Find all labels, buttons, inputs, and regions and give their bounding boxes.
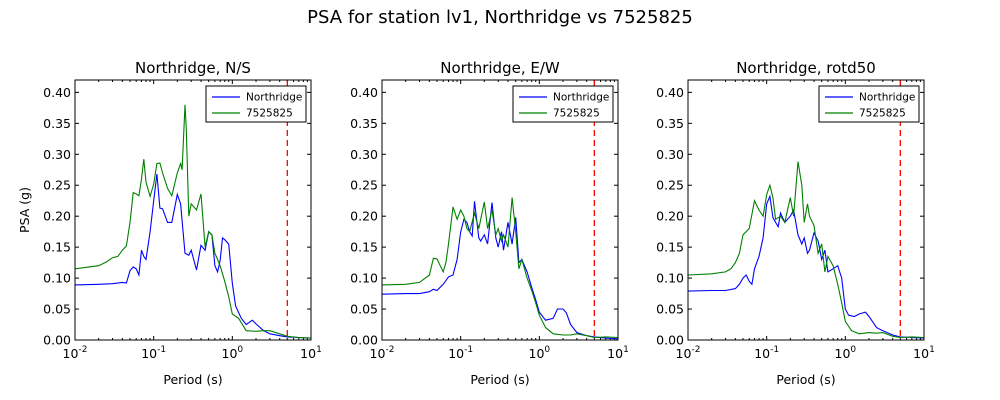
subplots: Northridge, N/S 0.00 0.05 0.10 0.15 0.20 0.25 0… <box>17 59 935 387</box>
y-tick-label: 0.20 <box>656 209 684 224</box>
x-tick-label: 101 <box>607 345 629 361</box>
y-tick-label: 0.35 <box>350 116 378 131</box>
x-tick-label: 101 <box>913 345 935 361</box>
x-tick-base: 10 <box>370 346 386 361</box>
axes-frame <box>687 79 925 341</box>
x-tick-label: 100 <box>222 345 244 361</box>
y-tick-label: 0.40 <box>350 85 378 100</box>
x-tick-exponent: -1 <box>770 345 779 355</box>
legend-label: Northridge <box>246 92 302 104</box>
y-tick-label: 0.05 <box>656 302 684 317</box>
y-tick-label: 0.35 <box>43 116 71 131</box>
x-tick-base: 10 <box>913 346 929 361</box>
y-tick-label: 0.25 <box>656 178 684 193</box>
figure-title: PSA for station lv1, Northridge vs 75258… <box>307 7 693 28</box>
x-tick-exponent: 1 <box>316 345 322 355</box>
x-tick-label: 100 <box>529 345 551 361</box>
y-tick-label: 0.15 <box>350 240 378 255</box>
subplot-2: Northridge, E/W 0.00 0.05 0.10 0.15 0.20 0.25 0… <box>350 59 629 387</box>
y-tick-label: 0.20 <box>350 209 378 224</box>
y-tick-label: 0.15 <box>656 240 684 255</box>
y-tick-label: 0.05 <box>350 302 378 317</box>
y-tick-label: 0.00 <box>43 333 71 348</box>
x-tick-base: 10 <box>676 346 692 361</box>
plot-area <box>382 80 618 340</box>
y-tick-label: 0.30 <box>350 147 378 162</box>
axes-frame <box>74 79 312 341</box>
legend-label: Northridge <box>859 92 915 104</box>
x-tick-base: 10 <box>63 346 79 361</box>
x-tick-exponent: -2 <box>78 345 87 355</box>
x-tick-base: 10 <box>222 346 238 361</box>
x-tick-exponent: 0 <box>850 345 856 355</box>
legend: Northridge 7525825 <box>205 85 307 123</box>
y-tick-label: 0.40 <box>656 85 684 100</box>
y-tick-label: 0.05 <box>43 302 71 317</box>
y-tick-label: 0.35 <box>656 116 684 131</box>
x-tick-base: 10 <box>529 346 545 361</box>
x-tick-label: 10-2 <box>676 345 701 361</box>
x-tick-base: 10 <box>141 346 157 361</box>
x-tick-label: 10-1 <box>448 345 473 361</box>
y-tick-label: 0.30 <box>656 147 684 162</box>
x-tick-label: 10-1 <box>754 345 779 361</box>
x-tick-base: 10 <box>448 346 464 361</box>
x-tick-base: 10 <box>607 346 623 361</box>
series-line-northridge <box>75 174 311 339</box>
series-line-7525825 <box>75 104 311 339</box>
subplot-title: Northridge, rotd50 <box>736 59 876 77</box>
y-tick-label: 0.10 <box>656 271 684 286</box>
series-line-7525825 <box>382 197 618 339</box>
subplot-3: Northridge, rotd50 0.00 0.05 0.10 0.15 0.20 0.… <box>656 59 935 387</box>
x-tick-exponent: 1 <box>623 345 629 355</box>
x-tick-base: 10 <box>835 346 851 361</box>
series-line-northridge <box>382 201 618 340</box>
x-tick-label: 10-2 <box>63 345 88 361</box>
x-tick-exponent: -2 <box>385 345 394 355</box>
x-tick-label: 100 <box>835 345 857 361</box>
y-tick-label: 0.10 <box>350 271 378 286</box>
x-tick-label: 10-2 <box>370 345 395 361</box>
y-tick-label: 0.30 <box>43 147 71 162</box>
y-tick-label: 0.10 <box>43 271 71 286</box>
x-tick-base: 10 <box>300 346 316 361</box>
legend: Northridge 7525825 <box>512 85 614 123</box>
legend-label: 7525825 <box>859 108 906 120</box>
legend: Northridge 7525825 <box>818 85 920 123</box>
subplot-title: Northridge, E/W <box>440 59 560 77</box>
legend-box <box>205 85 307 123</box>
plot-area <box>75 80 311 340</box>
y-tick-label: 0.25 <box>43 178 71 193</box>
y-tick-label: 0.20 <box>43 209 71 224</box>
y-tick-label: 0.00 <box>656 333 684 348</box>
y-tick-label: 0.25 <box>350 178 378 193</box>
legend-box <box>818 85 920 123</box>
x-tick-exponent: -1 <box>464 345 473 355</box>
x-tick-exponent: -2 <box>691 345 700 355</box>
legend-box <box>512 85 614 123</box>
series-line-northridge <box>688 194 924 339</box>
x-tick-exponent: -1 <box>157 345 166 355</box>
x-tick-exponent: 1 <box>929 345 935 355</box>
y-tick-label: 0.00 <box>350 333 378 348</box>
x-axis-label: Period (s) <box>776 372 835 387</box>
x-tick-label: 101 <box>300 345 322 361</box>
x-tick-exponent: 0 <box>544 345 550 355</box>
series-line-7525825 <box>688 161 924 339</box>
y-tick-label: 0.40 <box>43 85 71 100</box>
y-axis-label: PSA (g) <box>17 187 32 233</box>
legend-label: 7525825 <box>553 108 600 120</box>
subplot-title: Northridge, N/S <box>135 59 251 77</box>
x-axis-label: Period (s) <box>470 372 529 387</box>
y-tick-label: 0.15 <box>43 240 71 255</box>
axes-frame <box>381 79 619 341</box>
x-tick-label: 10-1 <box>141 345 166 361</box>
legend-label: Northridge <box>553 92 609 104</box>
legend-label: 7525825 <box>246 108 293 120</box>
x-axis-label: Period (s) <box>163 372 222 387</box>
x-tick-exponent: 0 <box>237 345 243 355</box>
x-tick-base: 10 <box>754 346 770 361</box>
subplot-1: Northridge, N/S 0.00 0.05 0.10 0.15 0.20 0.25 0… <box>17 59 322 387</box>
